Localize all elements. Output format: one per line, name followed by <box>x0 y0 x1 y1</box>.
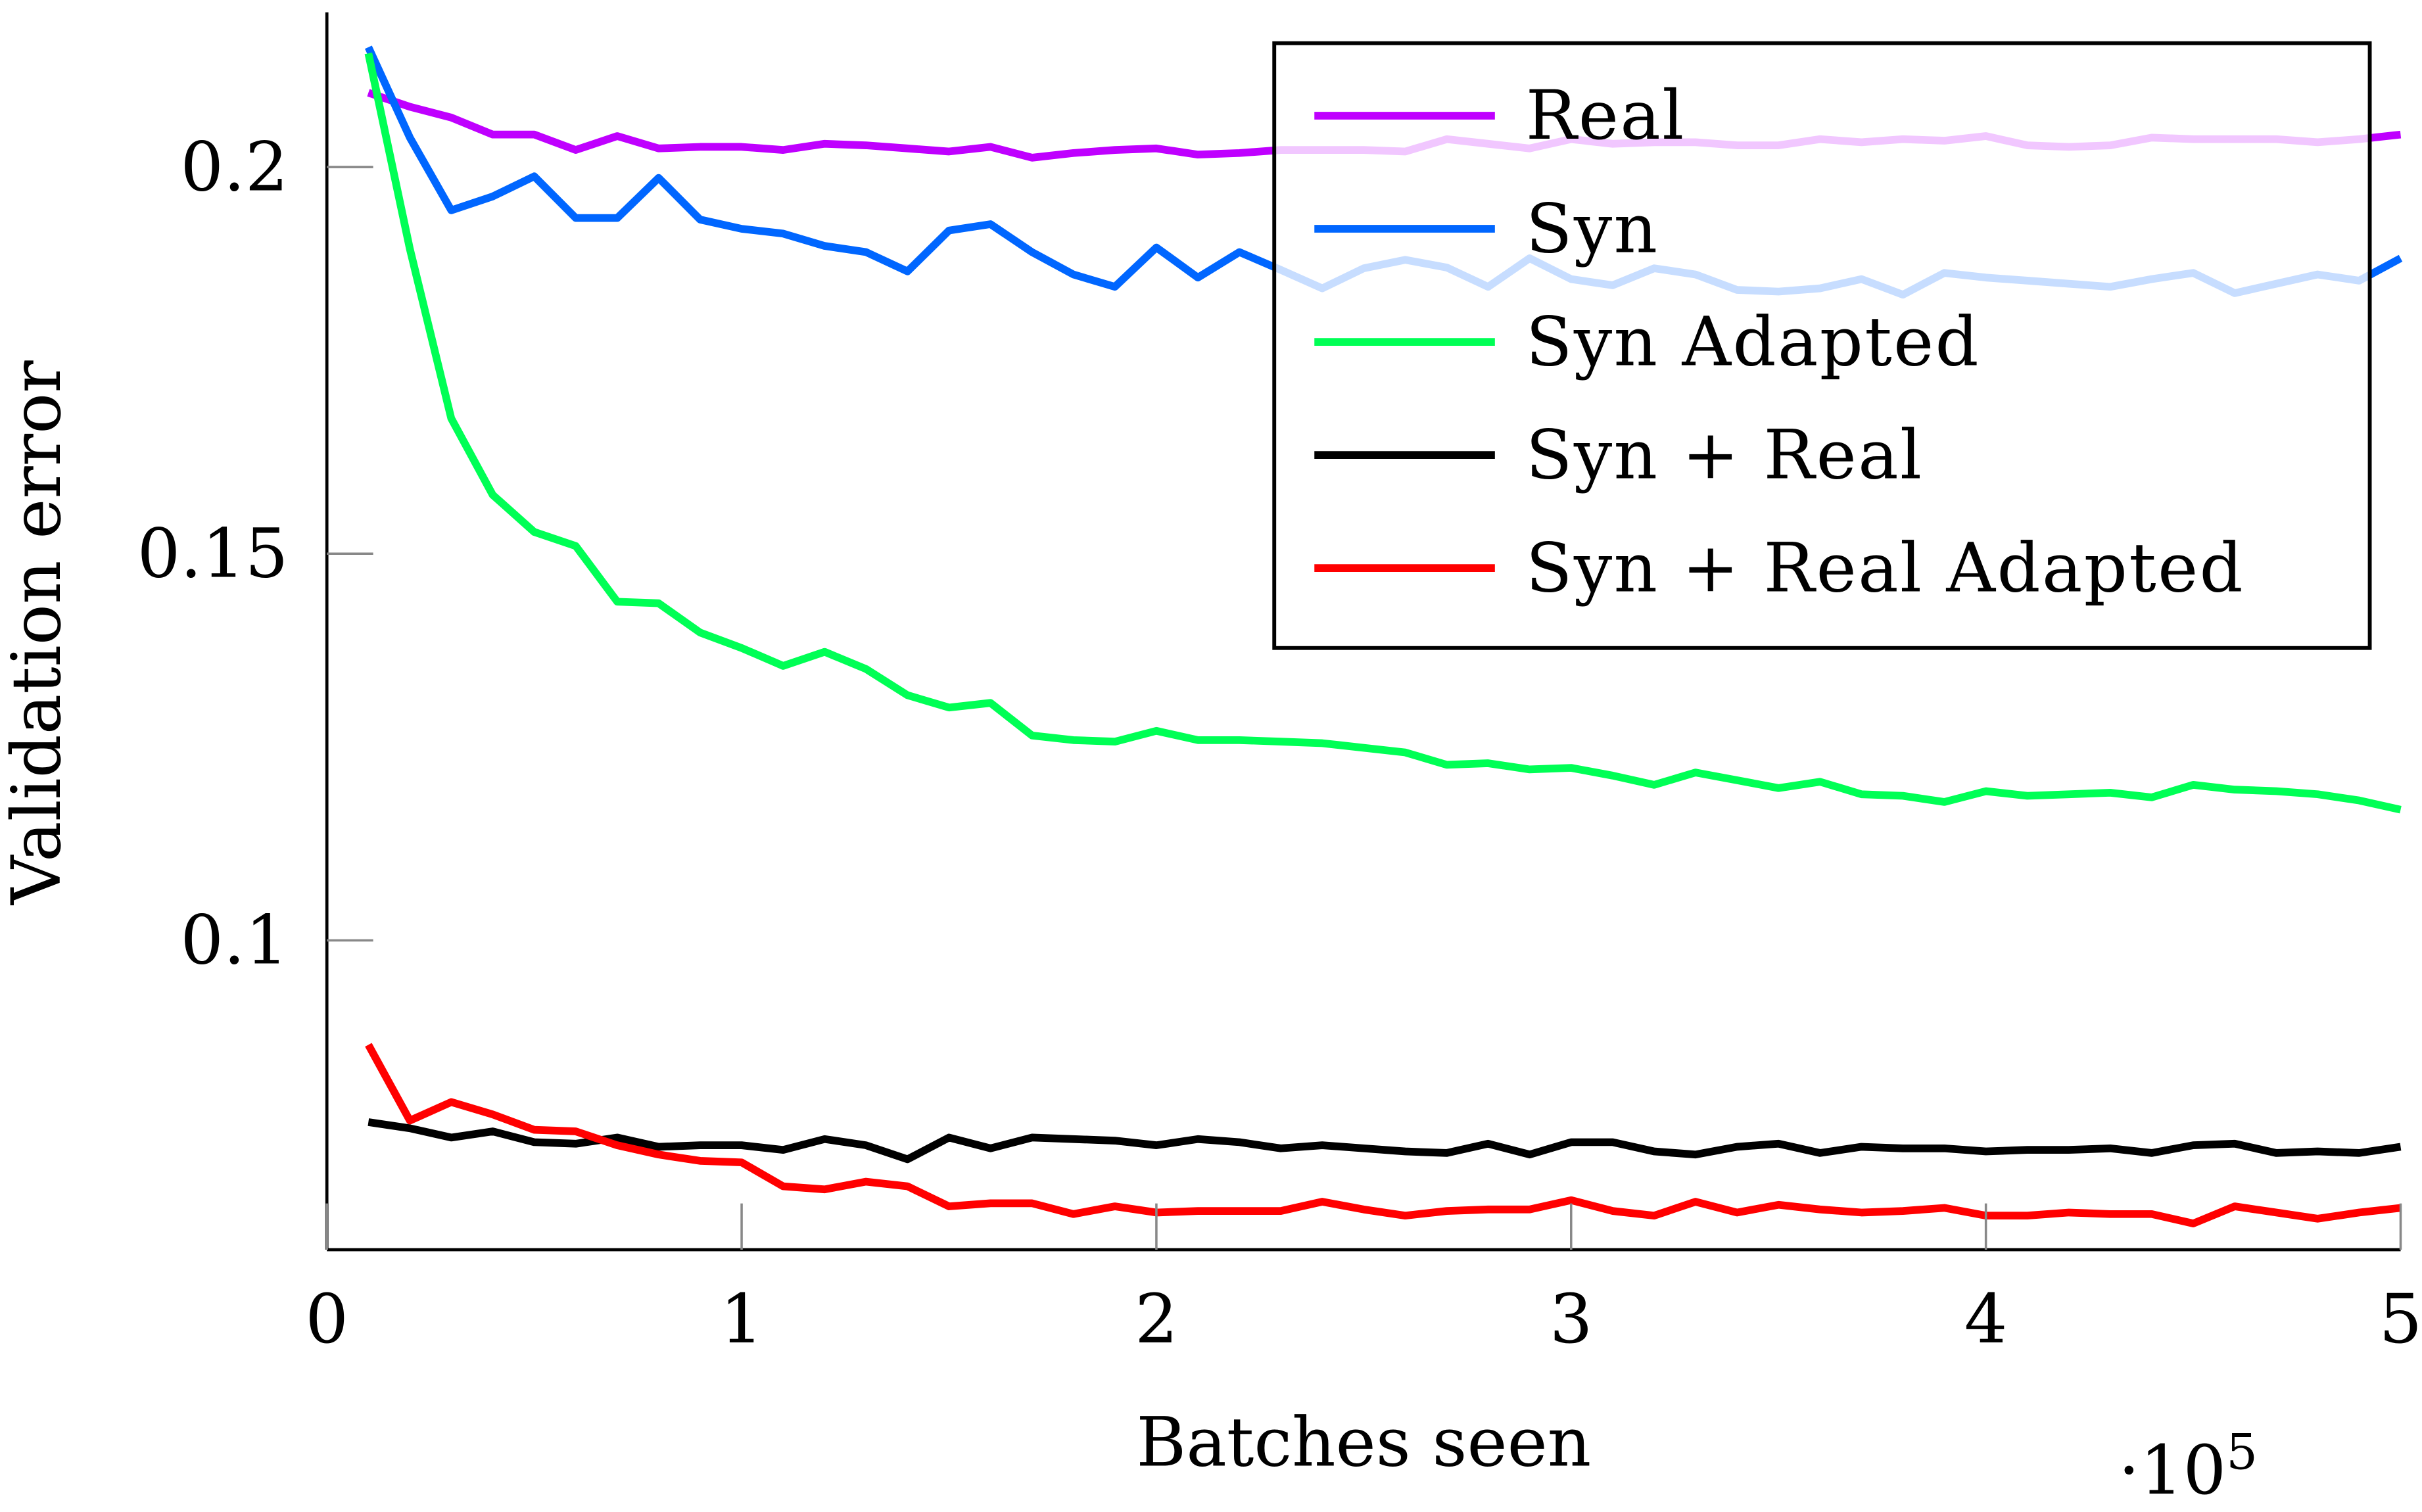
legend-entry: Syn Adapted <box>1526 302 1980 381</box>
legend-entry: Real <box>1526 76 1686 155</box>
x-tick-label: 4 <box>1964 1280 2008 1359</box>
y-axis-label: Validation error <box>0 360 76 906</box>
x-axis-label: Batches seen <box>1136 1404 1591 1482</box>
series-line-syn-adapted <box>364 52 2402 814</box>
series-line-syn-real-adapted <box>365 1043 2402 1227</box>
x-tick-label: 3 <box>1550 1280 1593 1359</box>
legend: Real Syn Syn Adapted Syn + Real Syn + Real A… <box>1272 41 2372 650</box>
legend-entry: Syn <box>1526 189 1659 268</box>
y-tick-label: 0.1 <box>180 901 288 980</box>
x-tick-label: 5 <box>2379 1280 2422 1359</box>
y-tick-label: 0.2 <box>180 128 288 206</box>
x-tick-label: 1 <box>720 1280 763 1359</box>
tick-labels: 0 1 2 3 4 5 0.1 0.15 0.2 <box>137 128 2422 1359</box>
axes <box>325 12 2402 1252</box>
x-tick-label: 2 <box>1135 1280 1178 1359</box>
y-tick-label: 0.15 <box>137 514 289 593</box>
x-axis-multiplier: ·105 <box>2118 1423 2258 1510</box>
legend-entry: Syn + Real <box>1526 415 1924 494</box>
legend-entry: Syn + Real Adapted <box>1526 529 2244 607</box>
x-tick-label: 0 <box>305 1280 348 1359</box>
series-line-syn-real <box>368 1118 2402 1164</box>
